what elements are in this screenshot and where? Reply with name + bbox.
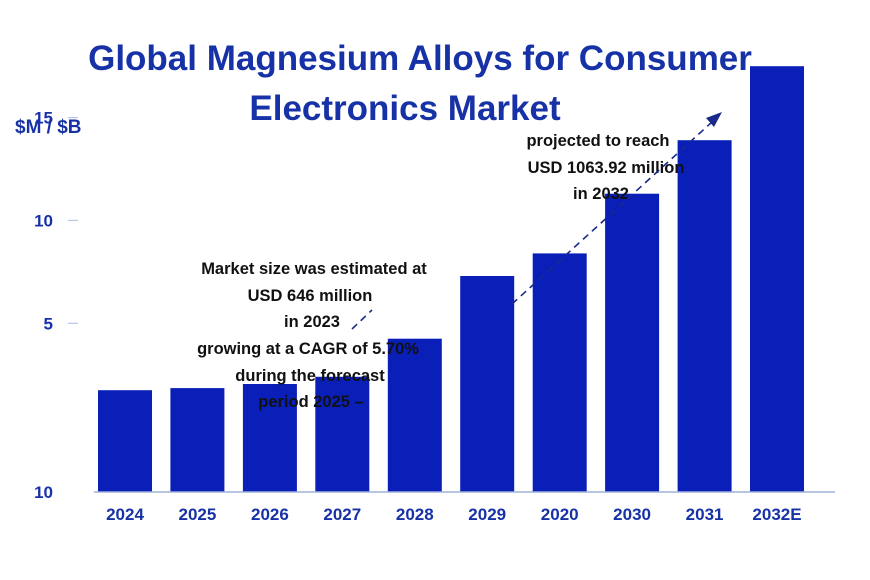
x-tick-label: 2026 — [251, 505, 289, 524]
annotation-market-size-line-1: Market size was estimated at — [201, 260, 427, 278]
trend-arrow-head — [706, 112, 722, 127]
annotation-projection-line-3: in 2032 — [573, 185, 629, 203]
bars — [98, 66, 804, 492]
annotation-projection-line-2: USD 1063.92 million — [528, 159, 685, 177]
annotation-market-size-line-4: growing at a CAGR of 5.70% — [197, 340, 419, 358]
x-tick-label: 2030 — [613, 505, 651, 524]
trend-arrow-line-lower — [351, 309, 373, 330]
annotation-market-size-line-5: during the forecast — [235, 367, 385, 385]
annotation-market-size-line-3: in 2023 — [284, 313, 340, 331]
y-tick-label: 15 — [34, 109, 53, 128]
x-tick-label: 2029 — [468, 505, 506, 524]
trend-arrow — [351, 112, 722, 330]
bar-2020 — [532, 253, 587, 492]
bar-2027 — [315, 376, 370, 492]
chart-title-line-2: Electronics Market — [249, 89, 561, 128]
x-tick-label: 2025 — [178, 505, 216, 524]
x-axis: 2024 2025 2026 2027 2028 2029 2020 2030 2031 2032… — [106, 505, 802, 524]
y-axis-unit-label: $M / $B — [15, 117, 82, 138]
chart-title-line-1: Global Magnesium Alloys for Consumer — [88, 39, 752, 78]
x-tick-label: 2028 — [396, 505, 434, 524]
annotation-projection-line-1: projected to reach — [526, 132, 669, 150]
annotation-market-size: Market size was estimated at USD 646 mil… — [197, 260, 427, 411]
trend-arrow-line-upper — [511, 121, 713, 305]
annotation-projection: projected to reach USD 1063.92 million i… — [526, 132, 684, 203]
bar-2026 — [242, 384, 297, 492]
bar-2029 — [460, 276, 515, 492]
y-tick-label: 10 — [34, 483, 53, 502]
y-tick-label: 5 — [44, 314, 53, 333]
y-tick-label: 10 — [34, 211, 53, 230]
x-tick-label: 2027 — [323, 505, 361, 524]
x-tick-label: 2020 — [541, 505, 579, 524]
bar-2024 — [98, 390, 152, 492]
annotation-market-size-line-2: USD 646 million — [248, 287, 373, 305]
bar-2030 — [605, 193, 660, 492]
annotation-market-size-line-6: period 2025 – — [258, 393, 363, 411]
y-axis: 10 5 10 15 — [34, 109, 78, 502]
x-tick-label: 2024 — [106, 505, 144, 524]
bar-2031 — [677, 140, 732, 492]
bar-2032E — [750, 66, 804, 492]
x-tick-label: 2031 — [686, 505, 724, 524]
chart-title: Global Magnesium Alloys for Consumer Ele… — [88, 39, 752, 128]
bar-2025 — [170, 388, 225, 492]
x-tick-label: 2032E — [752, 505, 801, 524]
bar-2028 — [387, 338, 442, 492]
